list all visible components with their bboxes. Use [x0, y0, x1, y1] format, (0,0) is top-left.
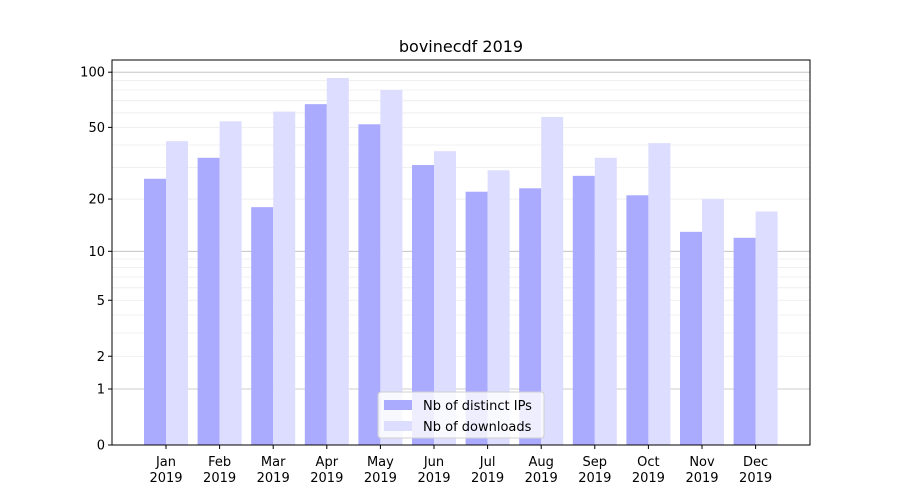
x-tick-label-month: Jun — [423, 455, 444, 470]
legend-label: Nb of distinct IPs — [423, 399, 532, 414]
x-tick-label-month: Nov — [689, 455, 715, 470]
legend-swatch — [384, 400, 412, 410]
y-tick-label: 50 — [88, 121, 105, 136]
x-tick-label-month: Aug — [529, 455, 554, 470]
bar-downloads — [219, 121, 242, 445]
x-tick-label-month: Jan — [155, 455, 176, 470]
bar-downloads — [648, 143, 671, 446]
x-tick-label-year: 2019 — [578, 471, 611, 486]
bar-distinct-ips — [733, 237, 756, 445]
bar-distinct-ips — [572, 175, 595, 445]
bar-distinct-ips — [304, 104, 327, 445]
bar-downloads — [755, 211, 778, 445]
x-tick-label-year: 2019 — [310, 471, 343, 486]
bar-downloads — [541, 117, 564, 446]
bar-distinct-ips — [465, 191, 488, 445]
y-tick-label: 5 — [97, 294, 105, 309]
x-tick-label-year: 2019 — [203, 471, 236, 486]
x-axis: Jan2019Feb2019Mar2019Apr2019May2019Jun20… — [149, 445, 772, 486]
x-tick-label-month: Feb — [208, 455, 231, 470]
y-tick-label: 0 — [97, 439, 105, 454]
x-tick-label-month: Mar — [261, 455, 286, 470]
legend-box — [377, 391, 545, 439]
bar-downloads — [434, 151, 456, 445]
bar-distinct-ips — [412, 165, 434, 445]
x-tick-label-month: Dec — [743, 455, 768, 470]
bar-downloads — [380, 90, 403, 445]
x-tick-label-year: 2019 — [525, 471, 558, 486]
y-tick-label: 100 — [80, 66, 105, 81]
bar-downloads — [594, 157, 617, 445]
x-tick-label-year: 2019 — [739, 471, 772, 486]
x-tick-label-month: May — [367, 455, 394, 470]
x-tick-label-month: Sep — [583, 455, 608, 470]
chart-title: bovinecdf 2019 — [399, 37, 523, 56]
x-tick-label-year: 2019 — [149, 471, 182, 486]
y-tick-label: 1 — [97, 383, 105, 398]
bar-downloads — [273, 111, 296, 445]
bar-distinct-ips — [519, 188, 542, 446]
bar-distinct-ips — [626, 195, 649, 445]
bar-distinct-ips — [144, 178, 166, 445]
legend-swatch — [384, 421, 412, 431]
y-tick-label: 2 — [97, 350, 105, 365]
bar-distinct-ips — [197, 157, 220, 445]
x-tick-label-month: Oct — [637, 455, 659, 470]
legend-label: Nb of downloads — [423, 420, 532, 435]
x-tick-label-year: 2019 — [257, 471, 290, 486]
bar-distinct-ips — [358, 124, 381, 445]
bar-downloads — [702, 199, 724, 445]
x-tick-label-year: 2019 — [471, 471, 504, 486]
bar-distinct-ips — [680, 231, 702, 445]
bar-downloads — [326, 77, 349, 445]
y-tick-label: 10 — [88, 245, 105, 260]
x-tick-label-year: 2019 — [417, 471, 450, 486]
bar-downloads — [487, 170, 510, 446]
y-tick-label: 20 — [88, 193, 105, 208]
bar-distinct-ips — [251, 207, 274, 445]
x-tick-label-month: Apr — [316, 455, 339, 470]
x-tick-label-month: Jul — [479, 455, 496, 470]
plot-frame — [111, 59, 811, 446]
bar-downloads — [166, 141, 188, 445]
legend: Nb of distinct IPs Nb of downloads — [377, 391, 545, 439]
x-tick-label-year: 2019 — [632, 471, 665, 486]
x-tick-label-year: 2019 — [685, 471, 718, 486]
bars — [144, 77, 778, 446]
x-tick-label-year: 2019 — [364, 471, 397, 486]
y-axis: 0 1 2 5 10 20 50 100 — [80, 66, 112, 454]
